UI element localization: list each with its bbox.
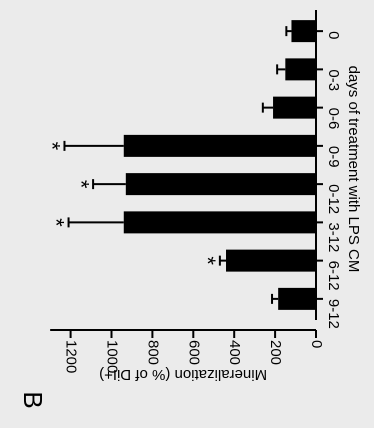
bar-0-12	[125, 173, 316, 196]
plot-area: 0 200 400 600 800 1000 1200 0 0-3 0-6 0-9 * 0-12 * 3-1…	[40, 10, 362, 383]
value-tick-label: 0	[308, 340, 325, 348]
bar-0-9	[123, 134, 317, 157]
value-tick-label: 600	[185, 340, 202, 365]
value-tick-label: 400	[226, 340, 243, 365]
x-axis-label: days of treatment with LPS CM	[345, 66, 362, 273]
bar-3-12	[123, 211, 317, 234]
y-axis-label: Mineralization (% of DiI+)	[99, 366, 267, 383]
significance-marker: *	[44, 218, 69, 227]
category-label: 0-12	[325, 184, 342, 214]
category-label: 6-12	[325, 261, 342, 291]
category-label: 3-12	[325, 222, 342, 252]
bar-0-6	[273, 96, 316, 119]
bar-0	[291, 20, 316, 43]
significance-marker: *	[40, 142, 65, 151]
bar-9-12	[278, 287, 316, 310]
bar-0-3	[285, 58, 316, 81]
panel-label: B	[18, 391, 48, 408]
category-label: 0	[325, 31, 342, 39]
category-label: 0-3	[325, 69, 342, 91]
value-tick-label: 200	[267, 340, 284, 365]
significance-marker: *	[195, 256, 220, 265]
value-tick-label: 800	[144, 340, 161, 365]
value-tick-label: 1200	[63, 340, 80, 373]
significance-marker: *	[68, 180, 93, 189]
category-label: 9-12	[325, 299, 342, 329]
bar-6-12	[226, 249, 316, 272]
value-tick-label: 1000	[104, 340, 121, 373]
category-label: 0-6	[325, 108, 342, 130]
category-label: 0-9	[325, 146, 342, 168]
